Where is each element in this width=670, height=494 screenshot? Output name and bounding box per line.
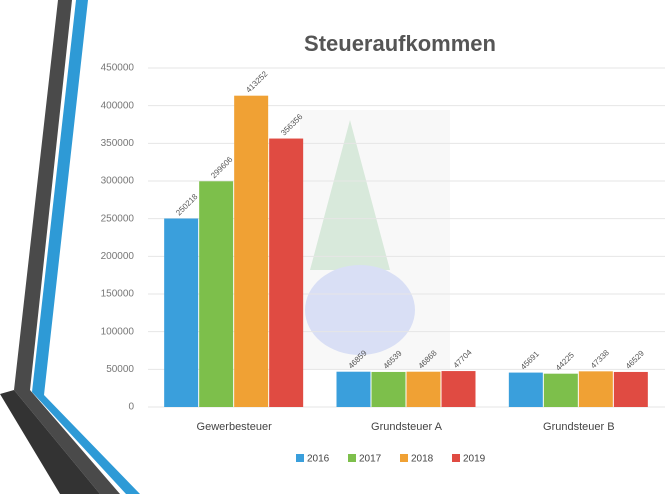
bar bbox=[406, 371, 441, 407]
bar bbox=[371, 371, 406, 407]
bar bbox=[543, 373, 578, 407]
bar bbox=[199, 181, 234, 407]
legend-swatch bbox=[348, 454, 356, 462]
bar bbox=[613, 371, 648, 407]
watermark-shield bbox=[300, 110, 450, 370]
x-tick-label: Gewerbesteuer bbox=[197, 421, 273, 433]
y-tick-label: 150000 bbox=[101, 289, 135, 300]
y-tick-label: 450000 bbox=[101, 63, 135, 74]
chart-title: Steueraufkommen bbox=[304, 31, 496, 56]
y-tick-label: 0 bbox=[128, 402, 134, 413]
bar bbox=[578, 371, 613, 407]
legend-swatch bbox=[400, 454, 408, 462]
watermark bbox=[300, 110, 450, 370]
watermark-circle bbox=[305, 265, 415, 355]
bar bbox=[164, 218, 199, 407]
y-tick-label: 300000 bbox=[101, 176, 135, 187]
legend-label: 2017 bbox=[359, 454, 382, 465]
legend-label: 2018 bbox=[411, 454, 434, 465]
legend-swatch bbox=[452, 454, 460, 462]
y-tick-label: 350000 bbox=[101, 138, 135, 149]
legend-label: 2019 bbox=[463, 454, 486, 465]
decor-stripe-bottom bbox=[0, 390, 100, 494]
bar bbox=[234, 95, 269, 407]
bar bbox=[508, 372, 543, 407]
bar bbox=[336, 371, 371, 407]
legend-swatch bbox=[296, 454, 304, 462]
bar bbox=[269, 138, 304, 407]
x-tick-label: Grundsteuer A bbox=[371, 421, 443, 433]
y-tick-label: 250000 bbox=[101, 213, 135, 224]
y-tick-label: 400000 bbox=[101, 100, 135, 111]
watermark-tree bbox=[310, 120, 390, 270]
decor-stripe-blue bbox=[32, 0, 140, 494]
x-tick-label: Grundsteuer B bbox=[543, 421, 615, 433]
y-tick-label: 50000 bbox=[106, 364, 134, 375]
decor-stripe-dark bbox=[14, 0, 120, 494]
y-tick-label: 100000 bbox=[101, 326, 135, 337]
legend-label: 2016 bbox=[307, 454, 330, 465]
bar bbox=[441, 371, 476, 407]
y-tick-label: 200000 bbox=[101, 251, 135, 262]
